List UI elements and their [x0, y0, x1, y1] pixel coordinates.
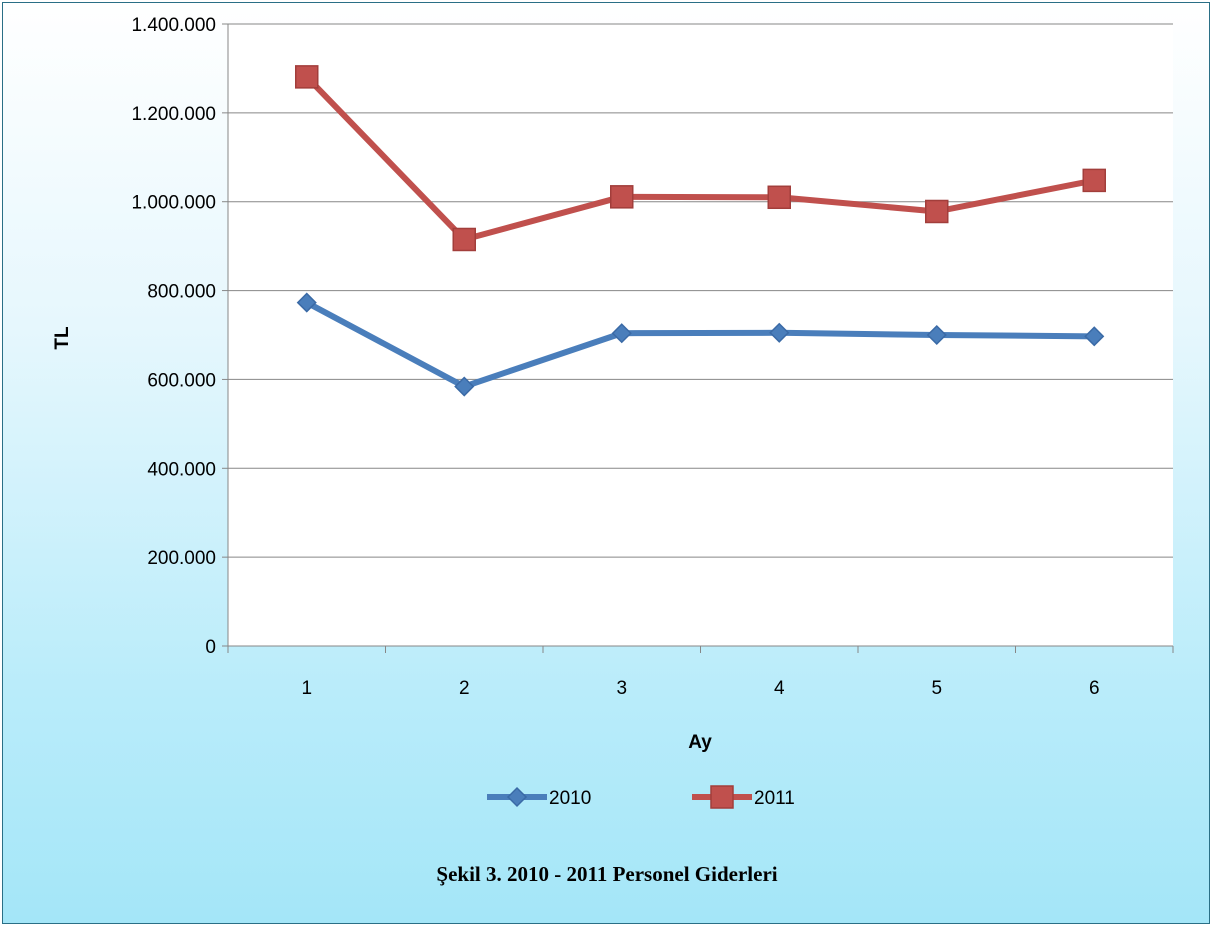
- axes: [227, 24, 1174, 653]
- legend-label: 2010: [549, 788, 591, 809]
- y-axis-title: TL: [52, 326, 73, 350]
- x-tick-label: 4: [774, 678, 785, 699]
- data-point: [926, 324, 947, 346]
- data-point: [296, 292, 317, 313]
- data-point: [925, 199, 949, 224]
- x-tick-label: 2: [459, 678, 470, 699]
- data-point: [610, 185, 634, 209]
- legend: 2010 2011: [487, 785, 795, 809]
- data-point: [611, 323, 632, 344]
- y-tick-label: 400.000: [147, 459, 216, 480]
- legend-item: 2010: [487, 786, 591, 809]
- data-point: [769, 322, 790, 343]
- series-line: [305, 299, 1095, 390]
- legend-marker: [506, 786, 528, 808]
- data-point: [454, 376, 475, 397]
- data-point: [1082, 168, 1106, 193]
- data-point: [295, 65, 319, 89]
- x-tick-label: 3: [616, 678, 627, 699]
- data-point: [452, 227, 476, 252]
- x-tick-labels: 1 2 3 4 5 6: [301, 678, 1099, 699]
- y-tick-label: 800.000: [147, 282, 216, 303]
- data-point: [767, 185, 791, 210]
- y-tick-labels: 0 200.000 400.000 600.000 800.000 1.000.000 1.…: [131, 15, 216, 658]
- x-tick-label: 5: [931, 678, 942, 699]
- series-layer: [295, 65, 1106, 397]
- x-axis-title: Ay: [688, 732, 712, 753]
- x-tick-label: 1: [301, 678, 312, 699]
- y-tick-label: 0: [205, 637, 216, 658]
- legend-label: 2011: [754, 788, 795, 809]
- y-tick-label: 1.200.000: [131, 104, 216, 125]
- x-tick-label: 6: [1089, 678, 1100, 699]
- figure-caption: Şekil 3. 2010 - 2011 Personel Giderleri: [436, 862, 778, 886]
- y-tick-label: 600.000: [147, 370, 216, 391]
- y-tick-label: 1.400.000: [131, 15, 216, 36]
- legend-marker: [710, 785, 734, 809]
- y-tick-label: 200.000: [147, 548, 216, 569]
- y-tick-label: 1.000.000: [131, 193, 216, 214]
- data-point: [1084, 326, 1105, 347]
- gridlines: [222, 23, 1173, 647]
- series-line: [304, 74, 1095, 243]
- series-2011: [295, 65, 1106, 252]
- series-2010: [296, 292, 1105, 397]
- legend-item: 2011: [692, 785, 795, 809]
